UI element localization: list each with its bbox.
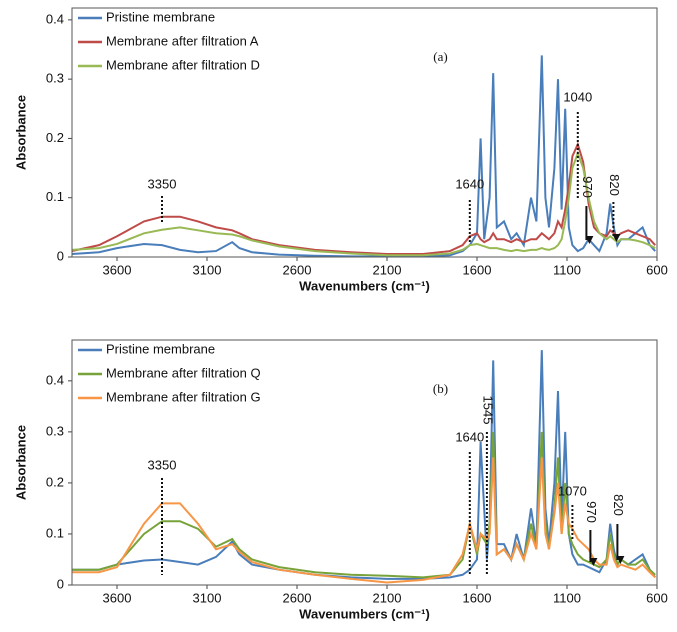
spectrum-line: [72, 457, 656, 584]
y-axis-title: Absorbance: [13, 425, 28, 500]
y-tick-label: 0.4: [46, 11, 64, 26]
annotation-label: 1070: [558, 483, 587, 498]
x-tick-label: 3100: [193, 590, 222, 605]
x-axis-title: Wavenumbers (cm⁻¹): [299, 278, 430, 293]
legend-label: Pristine membrane: [106, 9, 215, 24]
legend-label: Membrane after filtration Q: [106, 365, 261, 380]
panel-label: (a): [433, 49, 447, 64]
y-tick-label: 0.2: [46, 474, 64, 489]
y-tick-label: 0: [57, 576, 64, 591]
annotation-label: 1040: [563, 89, 592, 104]
legend-label: Membrane after filtration A: [106, 33, 259, 48]
annotation-label: 970: [584, 501, 599, 523]
x-tick-label: 1100: [553, 262, 581, 277]
x-tick-label: 3600: [103, 590, 132, 605]
y-tick-label: 0.2: [46, 130, 64, 145]
y-tick-label: 0: [57, 248, 64, 263]
annotation-label: 1545: [480, 396, 495, 425]
spectrum-line: [72, 55, 656, 257]
y-tick-label: 0.3: [46, 71, 64, 86]
legend-label: Membrane after filtration D: [106, 57, 260, 72]
x-axis-title: Wavenumbers (cm⁻¹): [299, 606, 430, 621]
x-tick-label: 2100: [373, 262, 402, 277]
panel-label: (b): [433, 381, 448, 396]
y-axis-title: Absorbance: [13, 95, 28, 170]
x-tick-label: 600: [646, 590, 668, 605]
x-tick-label: 1600: [463, 262, 492, 277]
y-tick-label: 0.1: [46, 189, 64, 204]
annotation-label: 1640: [455, 429, 484, 444]
y-tick-label: 0.1: [46, 525, 64, 540]
annotation-label: 820: [607, 174, 622, 196]
x-tick-label: 2600: [283, 590, 312, 605]
x-tick-label: 3100: [193, 262, 222, 277]
x-tick-label: 1600: [463, 590, 492, 605]
y-tick-label: 0.3: [46, 423, 64, 438]
spectrum-line: [72, 150, 656, 257]
spectrum-line: [72, 141, 656, 256]
plot-frame: [71, 339, 658, 586]
annotation-label: 820: [611, 494, 626, 516]
x-tick-label: 3600: [103, 262, 132, 277]
annotation-label: 1640: [455, 176, 484, 191]
x-tick-label: 600: [646, 262, 668, 277]
legend-label: Membrane after filtration G: [106, 389, 261, 404]
x-tick-label: 2600: [283, 262, 312, 277]
x-tick-label: 2100: [373, 590, 402, 605]
x-tick-label: 1100: [553, 590, 581, 605]
annotation-label: 3350: [148, 176, 177, 191]
annotation-label: 970: [580, 176, 595, 198]
plot-frame: [71, 7, 658, 258]
legend-label: Pristine membrane: [106, 341, 215, 356]
spectrum-line: [72, 431, 656, 579]
y-tick-label: 0.4: [46, 372, 64, 387]
annotation-label: 3350: [148, 457, 177, 472]
